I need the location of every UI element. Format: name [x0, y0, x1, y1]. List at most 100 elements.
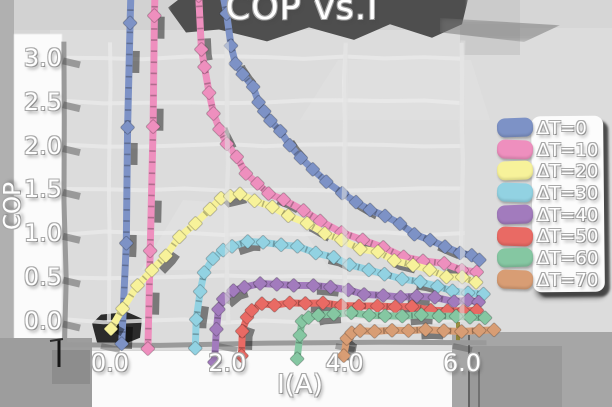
data-point-marker — [356, 287, 372, 302]
data-point-marker — [238, 166, 254, 181]
data-point-marker — [196, 265, 212, 280]
data-point-marker — [393, 289, 408, 305]
y-tick-label: 2.0 — [23, 131, 62, 160]
smudge-mark — [468, 335, 470, 407]
series-line — [191, 238, 487, 352]
data-point-marker — [405, 257, 421, 273]
data-point-marker — [298, 296, 313, 311]
y-axis-spine — [61, 41, 69, 344]
data-point-marker — [370, 244, 386, 260]
legend-color-chip — [496, 204, 534, 225]
data-point-marker — [235, 67, 250, 82]
data-point-marker — [269, 277, 285, 292]
legend-color-chip — [496, 139, 534, 160]
data-point-marker — [361, 307, 377, 323]
data-point-marker — [308, 245, 324, 261]
x-tick-label: 0.0 — [90, 349, 130, 377]
data-point-marker — [254, 296, 270, 311]
data-point-marker — [418, 322, 433, 337]
data-point-marker — [422, 232, 438, 248]
data-point-marker — [281, 208, 296, 223]
data-point-marker — [245, 79, 261, 95]
data-point-marker — [205, 251, 221, 266]
data-point-marker — [430, 279, 445, 294]
legend-label-10: ΔT=10 — [537, 139, 599, 161]
data-point-marker — [352, 323, 368, 338]
series-shadow — [113, 194, 484, 337]
data-point-marker — [240, 234, 255, 249]
legend-color-chip — [496, 182, 534, 203]
series-flecks — [238, 299, 477, 356]
smudge-mark — [478, 352, 480, 407]
data-point-marker — [192, 284, 208, 299]
legend-label-0: ΔT=0 — [537, 118, 587, 139]
series-line — [118, 0, 483, 348]
data-point-marker — [323, 279, 338, 295]
data-point-marker — [384, 323, 400, 338]
data-point-marker — [427, 290, 443, 305]
tick-smudge — [62, 320, 81, 332]
data-point-marker — [315, 295, 331, 311]
tick-smudge — [100, 343, 121, 353]
gridline-v — [106, 42, 113, 322]
xtick-label-band — [58, 351, 458, 407]
data-point-marker — [326, 250, 341, 265]
legend-label-70: ΔT=70 — [537, 269, 599, 291]
tick-smudge — [62, 145, 81, 157]
gridline-h — [64, 54, 465, 62]
spine-corner-mark — [49, 338, 64, 342]
tick-smudge — [62, 276, 81, 288]
data-point-marker — [431, 308, 447, 324]
data-point-marker — [305, 162, 321, 177]
data-point-marker — [436, 256, 452, 271]
left-margin-strip — [0, 0, 14, 407]
data-point-marker — [367, 324, 382, 339]
data-point-marker — [395, 308, 410, 324]
data-point-marker — [344, 305, 359, 321]
data-point-marker — [413, 274, 428, 290]
legend-label-30: ΔT=30 — [537, 183, 599, 205]
data-point-marker — [207, 354, 222, 370]
data-point-marker — [194, 42, 209, 57]
data-point-marker — [407, 227, 422, 242]
data-point-marker — [377, 208, 393, 224]
data-point-marker — [172, 229, 187, 245]
data-point-marker — [256, 104, 272, 119]
y-tick-label: 0.0 — [23, 307, 62, 335]
data-point-marker — [235, 323, 250, 339]
legend-color-chip — [496, 160, 534, 182]
legend-label-60: ΔT=60 — [537, 248, 599, 270]
data-point-marker — [292, 328, 308, 343]
ytick-label-band — [14, 34, 62, 346]
data-point-marker — [115, 301, 130, 316]
data-point-marker — [446, 294, 462, 309]
legend-label-50: ΔT=50 — [537, 226, 599, 248]
data-point-marker — [263, 113, 278, 128]
data-point-marker — [388, 299, 403, 315]
gridline-h — [63, 317, 466, 325]
data-point-marker — [286, 278, 301, 293]
data-point-marker — [226, 283, 241, 298]
data-point-marker — [188, 340, 203, 356]
y-tick-label: 3.0 — [23, 43, 62, 72]
legend-color-chip — [496, 225, 534, 247]
data-point-marker — [119, 235, 134, 251]
data-point-marker — [122, 15, 138, 31]
y-tick-label: 1.5 — [23, 175, 62, 204]
data-point-marker — [348, 194, 364, 210]
data-point-marker — [370, 298, 385, 314]
data-point-marker — [293, 150, 309, 166]
data-point-marker — [392, 216, 408, 231]
data-point-marker — [267, 297, 282, 313]
data-point-marker — [140, 341, 156, 356]
data-point-marker — [486, 322, 502, 338]
data-point-marker — [229, 149, 244, 165]
series-dT60 — [289, 305, 493, 367]
data-point-marker — [336, 348, 352, 363]
series-dT70 — [336, 322, 502, 363]
data-point-marker — [468, 275, 484, 290]
data-point-marker — [211, 302, 226, 317]
data-point-marker — [247, 193, 262, 208]
data-point-marker — [145, 119, 161, 134]
x-axis-label: I(A) — [277, 370, 323, 400]
